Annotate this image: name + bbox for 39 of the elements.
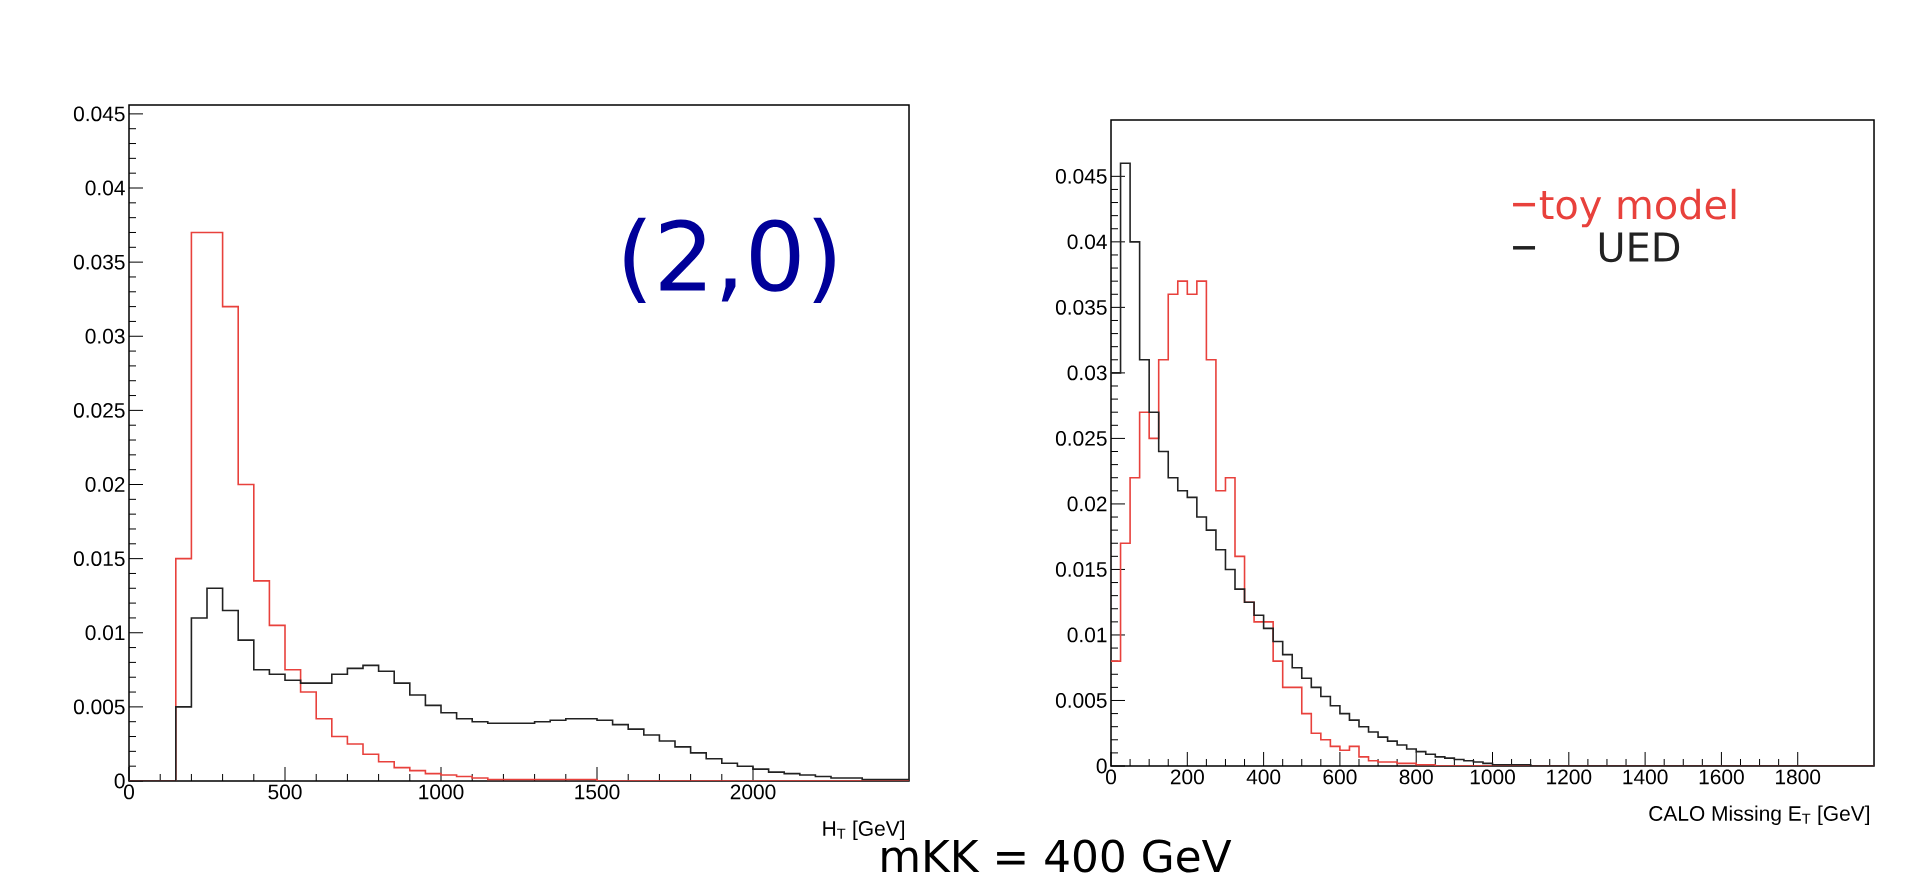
x-tick-label: 200: [1170, 769, 1204, 785]
y-tick-label: 0.035: [1055, 299, 1107, 315]
x-tick-label: 0: [1106, 769, 1117, 785]
y-tick-label: 0.025: [1055, 431, 1107, 446]
y-tick-label: 0: [1096, 758, 1107, 774]
y-tick-label: 0.03: [1067, 365, 1107, 381]
y-tick-label: 0.005: [1055, 693, 1107, 708]
x-tick-label: 500: [268, 784, 302, 800]
y-tick-label: 0.02: [85, 477, 125, 492]
x-tick-label: 1000: [1470, 769, 1515, 785]
x-tick-label: 1000: [419, 784, 464, 800]
x-axis-title: H$_{T}$ [GeV]: [823, 820, 905, 841]
x-tick-label: 1500: [575, 784, 620, 800]
y-tick-label: 0.045: [1055, 168, 1107, 184]
x-tick-label: 400: [1246, 769, 1281, 785]
x-tick-label: 1800: [1776, 769, 1821, 785]
y-tick-label: 0.01: [85, 625, 125, 641]
y-tick-label: 0.045: [73, 106, 125, 122]
x-tick-label: 2000: [730, 784, 776, 800]
x-tick-label: 600: [1323, 769, 1357, 785]
y-tick-label: 0.04: [85, 180, 125, 196]
y-tick-label: 0.015: [73, 551, 125, 567]
y-tick-label: 0.025: [73, 402, 125, 418]
y-tick-label: 0.03: [85, 328, 125, 344]
y-tick-label: 0.04: [1067, 234, 1107, 250]
legend-label: toy model: [1539, 188, 1736, 228]
legend-label: UED: [1599, 232, 1680, 263]
x-axis-title: CALO Missing E$_{T}$ [GeV]: [1649, 805, 1870, 826]
y-tick-label: 0.005: [73, 699, 125, 715]
annotation: (2,0): [624, 217, 835, 304]
x-tick-label: 1200: [1547, 769, 1592, 785]
x-tick-label: 1400: [1623, 769, 1668, 785]
y-tick-label: 0.01: [1067, 627, 1107, 643]
y-tick-label: 0.035: [73, 254, 125, 270]
text: mKK = 400 GeV: [882, 839, 1232, 873]
y-tick-label: 0.015: [1055, 562, 1107, 577]
x-tick-label: 800: [1399, 769, 1433, 785]
y-tick-label: 0.02: [1067, 496, 1107, 512]
x-tick-label: 1600: [1699, 769, 1744, 785]
